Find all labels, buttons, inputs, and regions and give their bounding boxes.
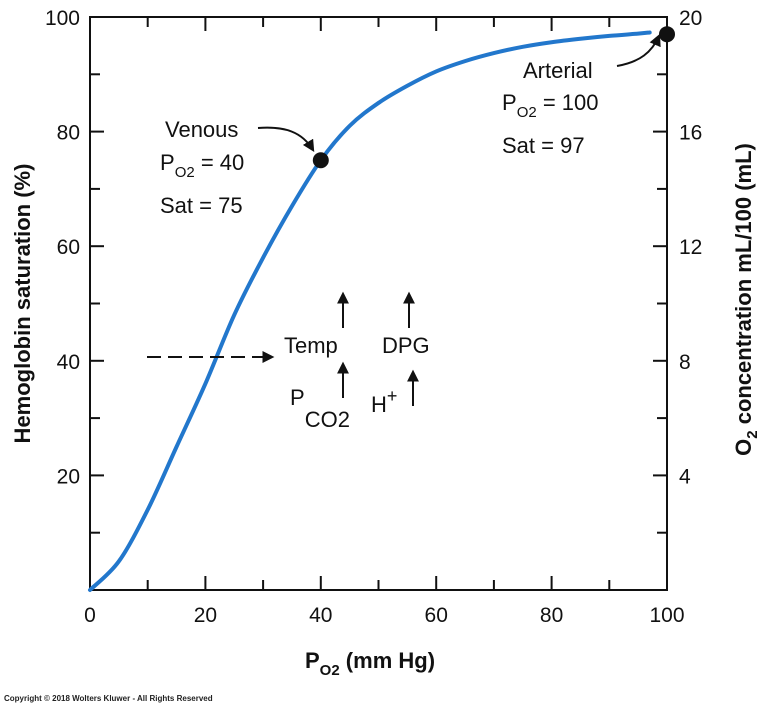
x-tick-label: 40 bbox=[309, 604, 332, 627]
x-axis-title: PO2 (mm Hg) bbox=[305, 648, 435, 679]
y-tick-label: 80 bbox=[57, 122, 80, 145]
arterial-sat: Sat = 97 bbox=[502, 133, 585, 158]
venous-arrow bbox=[257, 126, 315, 153]
arterial-point bbox=[659, 26, 675, 43]
arterial-po2: PO2 = 100 bbox=[502, 90, 598, 121]
x-tick-label: 60 bbox=[425, 604, 448, 627]
x-tick-label: 100 bbox=[649, 604, 684, 627]
copyright-text: Copyright © 2018 Wolters Kluwer - All Ri… bbox=[4, 694, 213, 703]
arterial-label: Arterial bbox=[523, 58, 593, 83]
y2-tick-label: 16 bbox=[679, 122, 702, 145]
temp-label: Temp bbox=[284, 333, 338, 358]
dpg-label: DPG bbox=[382, 333, 430, 358]
x-tick-label: 20 bbox=[194, 604, 217, 627]
y2-axis-title: O2 concentration mL/100 (mL) bbox=[731, 143, 761, 456]
series-layer bbox=[88, 26, 675, 592]
y2-tick-label: 20 bbox=[679, 7, 702, 30]
x-tick-label: 80 bbox=[540, 604, 563, 627]
venous-label: Venous bbox=[165, 117, 238, 142]
y-tick-label: 40 bbox=[57, 351, 80, 374]
y-axis-title: Hemoglobin saturation (%) bbox=[10, 164, 35, 444]
y-tick-label: 60 bbox=[57, 236, 80, 259]
y2-tick-label: 12 bbox=[679, 236, 702, 259]
x-tick-label: 0 bbox=[84, 604, 96, 627]
pco2-label: PCO2 bbox=[290, 385, 350, 432]
h-plus-label: H+ bbox=[371, 386, 397, 417]
y2-tick-label: 4 bbox=[679, 465, 691, 488]
venous-sat: Sat = 75 bbox=[160, 193, 243, 218]
y-tick-label: 20 bbox=[57, 465, 80, 488]
axes: 0 20 40 60 80 100 20 40 60 80 100 4 8 12 16 20 PO2 (mm H… bbox=[10, 7, 761, 679]
venous-po2: PO2 = 40 bbox=[160, 150, 244, 181]
arterial-arrow bbox=[616, 33, 661, 67]
y-tick-label: 100 bbox=[45, 7, 80, 30]
saturation-curve bbox=[88, 30, 652, 592]
annotations: Venous PO2 = 40 Sat = 75 Arterial PO2 = 100 S… bbox=[147, 33, 661, 432]
y2-tick-label: 8 bbox=[679, 351, 691, 374]
venous-point bbox=[312, 152, 329, 169]
